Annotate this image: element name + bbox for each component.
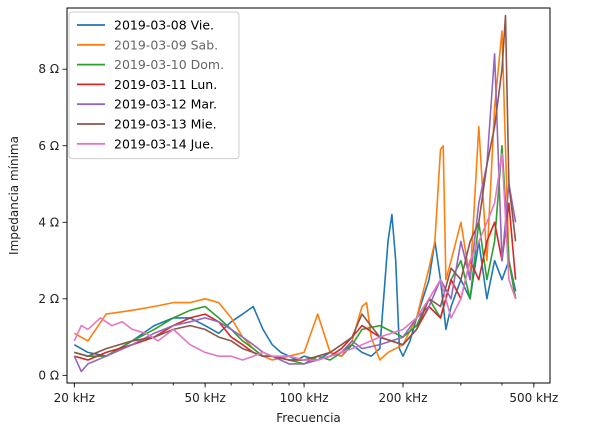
legend-label-3: 2019-03-10 Dom. <box>114 57 224 72</box>
x-tick-label: 200 kHz <box>379 391 428 405</box>
x-tick-label: 20 kHz <box>54 391 95 405</box>
series-line-1 <box>73 213 517 361</box>
y-axis-label: Impedancia mínima <box>7 136 21 255</box>
y-tick-label: 2 Ω <box>38 292 59 306</box>
x-axis-label: Frecuencia <box>276 411 341 425</box>
x-axis: 20 kHz 50 kHz 100 kHz 200 kHz 500 kHz <box>54 383 558 405</box>
x-tick-label: 100 kHz <box>280 391 329 405</box>
series-line-6 <box>74 14 517 361</box>
x-tick-label: 500 kHz <box>509 391 558 405</box>
y-tick-label: 6 Ω <box>38 139 59 153</box>
legend-label-6: 2019-03-13 Mie. <box>114 117 217 132</box>
y-tick-label: 0 Ω <box>38 368 59 382</box>
series-line-3 <box>74 145 517 365</box>
legend-label-1: 2019-03-08 Vie. <box>114 18 214 33</box>
series-line-7 <box>73 152 517 361</box>
y-tick-label: 8 Ω <box>38 62 59 76</box>
series-layer <box>73 14 517 373</box>
legend-label-7: 2019-03-14 Jue. <box>114 136 214 151</box>
series-line-2 <box>73 30 517 361</box>
legend-label-2: 2019-03-09 Sab. <box>114 37 218 52</box>
y-tick-label: 4 Ω <box>38 215 59 229</box>
legend: 2019-03-08 Vie. 2019-03-09 Sab. 2019-03-10… <box>68 11 240 160</box>
y-axis: 0 Ω 2 Ω 4 Ω 6 Ω 8 Ω <box>38 62 67 382</box>
legend-label-4: 2019-03-11 Lun. <box>114 77 217 92</box>
plot-frame <box>66 7 551 384</box>
legend-box <box>68 11 240 160</box>
x-tick-label: 50 kHz <box>184 391 225 405</box>
legend-label-5: 2019-03-12 Mar. <box>114 97 217 112</box>
